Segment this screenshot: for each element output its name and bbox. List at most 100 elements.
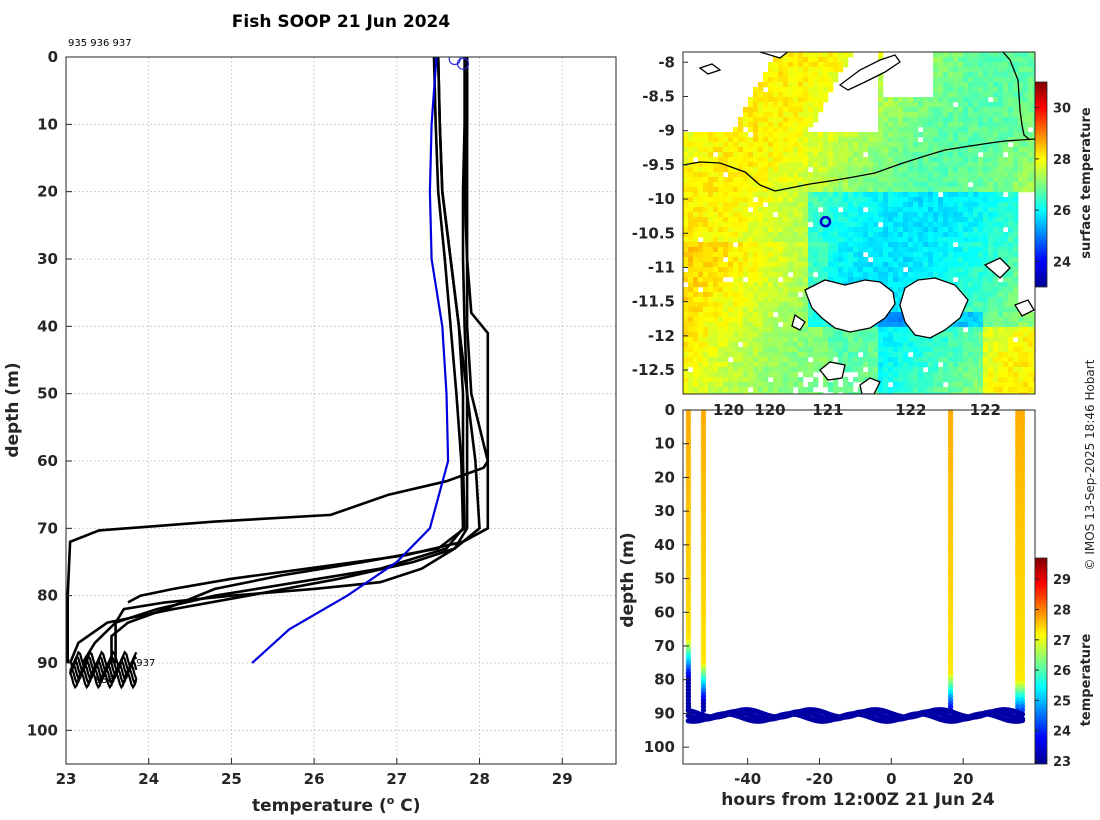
sst-cell — [873, 162, 879, 168]
sst-cell — [843, 152, 849, 158]
sst-cell — [793, 272, 799, 278]
sst-cell — [893, 307, 899, 313]
sst-cell — [793, 227, 799, 233]
sst-cell — [948, 267, 954, 273]
sst-cell — [743, 132, 749, 138]
sst-cell — [958, 132, 964, 138]
sst-cell — [938, 247, 944, 253]
sst-cell — [768, 167, 774, 173]
sst-cell — [728, 342, 734, 348]
coastline-timor-north — [683, 138, 1035, 192]
sst-cell — [718, 202, 724, 208]
sst-cell — [883, 162, 889, 168]
sst-cell — [688, 187, 694, 193]
sst-cell — [1023, 372, 1029, 378]
sst-cell — [938, 87, 944, 93]
sst-cell — [978, 312, 984, 318]
sst-cell — [703, 262, 709, 268]
sst-cell — [788, 362, 794, 368]
sst-cell — [683, 337, 689, 343]
sst-cell — [753, 392, 759, 394]
sst-cell — [968, 162, 974, 168]
sst-cell — [688, 347, 694, 353]
sst-cell — [958, 272, 964, 278]
sst-cell — [763, 252, 769, 258]
sst-cell — [748, 297, 754, 303]
sst-cell — [1013, 132, 1019, 138]
sst-cell — [933, 167, 939, 173]
sst-cell — [813, 392, 819, 394]
sst-cell — [783, 297, 789, 303]
sst-cell — [878, 107, 884, 113]
profile-x-tick-label: 25 — [221, 770, 242, 788]
sst-cell — [1018, 377, 1024, 383]
sst-cell — [808, 92, 814, 98]
sst-cell — [1003, 312, 1009, 318]
sst-cell — [773, 337, 779, 343]
sst-cell — [823, 322, 829, 328]
sst-cell — [928, 367, 934, 373]
sst-cell — [983, 167, 989, 173]
sst-cell — [1003, 367, 1009, 373]
sst-cell — [1028, 182, 1034, 188]
sst-cell — [908, 147, 914, 153]
sst-cell — [763, 267, 769, 273]
map-y-tick-label: -11 — [648, 258, 675, 276]
sst-cell — [793, 97, 799, 103]
sst-cell — [1003, 137, 1009, 143]
sst-cell — [798, 122, 804, 128]
sst-cell — [798, 237, 804, 243]
sst-cell — [983, 137, 989, 143]
sst-cell — [1033, 172, 1035, 178]
sst-cell — [768, 97, 774, 103]
sst-cell — [898, 257, 904, 263]
sst-cell — [838, 137, 844, 143]
sst-cell — [768, 227, 774, 233]
sst-cell — [718, 307, 724, 313]
sst-cell — [788, 112, 794, 118]
sst-cell — [1018, 187, 1024, 193]
sst-cell — [973, 82, 979, 88]
sst-cell — [768, 222, 774, 228]
sst-cell — [728, 337, 734, 343]
sst-cell — [753, 87, 759, 93]
sst-cell — [828, 197, 834, 203]
sst-cell — [928, 382, 934, 388]
sst-cell — [963, 282, 969, 288]
sst-cell — [798, 332, 804, 338]
sst-cell — [823, 242, 829, 248]
sst-cell — [968, 77, 974, 83]
sst-cell — [898, 377, 904, 383]
sst-cell — [773, 242, 779, 248]
sst-cell — [708, 287, 714, 293]
sst-cell — [823, 217, 829, 223]
sst-cell — [728, 222, 734, 228]
sst-cell — [973, 382, 979, 388]
sst-cell — [868, 252, 874, 258]
sst-cell — [738, 292, 744, 298]
sst-cell — [928, 172, 934, 178]
sst-cell — [988, 292, 994, 298]
sst-cell — [928, 362, 934, 368]
sst-cell — [893, 157, 899, 163]
sst-cell — [773, 297, 779, 303]
sst-cell — [808, 87, 814, 93]
sst-cell — [793, 197, 799, 203]
sst-cell — [963, 107, 969, 113]
sst-cell — [698, 157, 704, 163]
sst-cell — [778, 122, 784, 128]
sst-cell — [688, 192, 694, 198]
sst-cell — [873, 157, 879, 163]
sst-cell — [1023, 387, 1029, 393]
sst-cell — [738, 352, 744, 358]
sst-cell — [793, 262, 799, 268]
sst-cell — [703, 327, 709, 333]
sst-cell — [713, 192, 719, 198]
sst-cell — [753, 117, 759, 123]
sst-cell — [938, 92, 944, 98]
sst-cell — [733, 307, 739, 313]
sst-cell — [963, 267, 969, 273]
sst-cell — [973, 132, 979, 138]
sst-cell — [923, 247, 929, 253]
island-east-1 — [983, 257, 1011, 279]
